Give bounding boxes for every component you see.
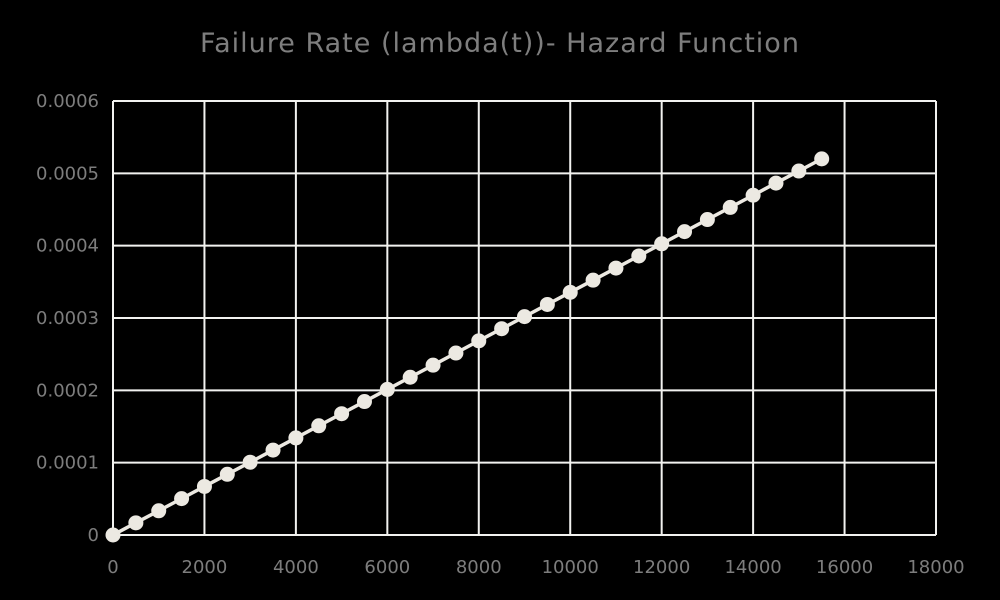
data-point-marker — [448, 345, 464, 361]
data-point-marker — [128, 515, 144, 531]
data-point-marker — [791, 163, 807, 179]
y-tick-label: 0 — [88, 525, 99, 546]
data-point-marker — [654, 236, 670, 252]
data-point-marker — [585, 272, 601, 288]
data-point-marker — [196, 478, 212, 494]
data-point-marker — [151, 503, 167, 519]
data-point-marker — [402, 369, 418, 385]
data-point-marker — [471, 333, 487, 349]
data-point-marker — [242, 454, 258, 470]
data-point-marker — [677, 224, 693, 240]
x-tick-label: 4000 — [273, 557, 319, 578]
data-point-marker — [608, 260, 624, 276]
data-point-marker — [562, 284, 578, 300]
data-point-marker — [768, 175, 784, 191]
x-tick-label: 14000 — [724, 557, 781, 578]
chart-title: Failure Rate (lambda(t))- Hazard Functio… — [200, 28, 800, 59]
series-line — [111, 157, 824, 537]
data-point-marker — [699, 212, 715, 228]
y-tick-label: 0.0002 — [36, 380, 99, 401]
data-point-marker — [219, 466, 235, 482]
data-point-marker — [174, 491, 190, 507]
x-tick-label: 16000 — [816, 557, 873, 578]
data-point-marker — [379, 381, 395, 397]
x-tick-label: 2000 — [182, 557, 228, 578]
y-tick-label: 0.0001 — [36, 453, 99, 474]
data-point-marker — [105, 527, 121, 543]
data-point-marker — [539, 296, 555, 312]
data-point-marker — [814, 151, 830, 167]
data-point-marker — [311, 418, 327, 434]
data-point-marker — [494, 321, 510, 337]
data-point-marker — [288, 430, 304, 446]
data-point-marker — [265, 442, 281, 458]
x-tick-label: 12000 — [633, 557, 690, 578]
y-tick-label: 0.0006 — [36, 91, 99, 112]
x-tick-label: 10000 — [542, 557, 599, 578]
x-tick-label: 6000 — [364, 557, 410, 578]
x-tick-label: 0 — [107, 557, 118, 578]
data-point-marker — [722, 199, 738, 215]
y-tick-label: 0.0005 — [36, 163, 99, 184]
data-point-marker — [425, 357, 441, 373]
data-point-marker — [334, 406, 350, 422]
y-tick-label: 0.0003 — [36, 308, 99, 329]
data-point-marker — [356, 394, 372, 410]
x-tick-label: 18000 — [907, 557, 964, 578]
y-tick-label: 0.0004 — [36, 236, 99, 257]
data-point-marker — [745, 187, 761, 203]
data-point-marker — [631, 248, 647, 264]
x-tick-label: 8000 — [456, 557, 502, 578]
data-point-marker — [517, 309, 532, 325]
